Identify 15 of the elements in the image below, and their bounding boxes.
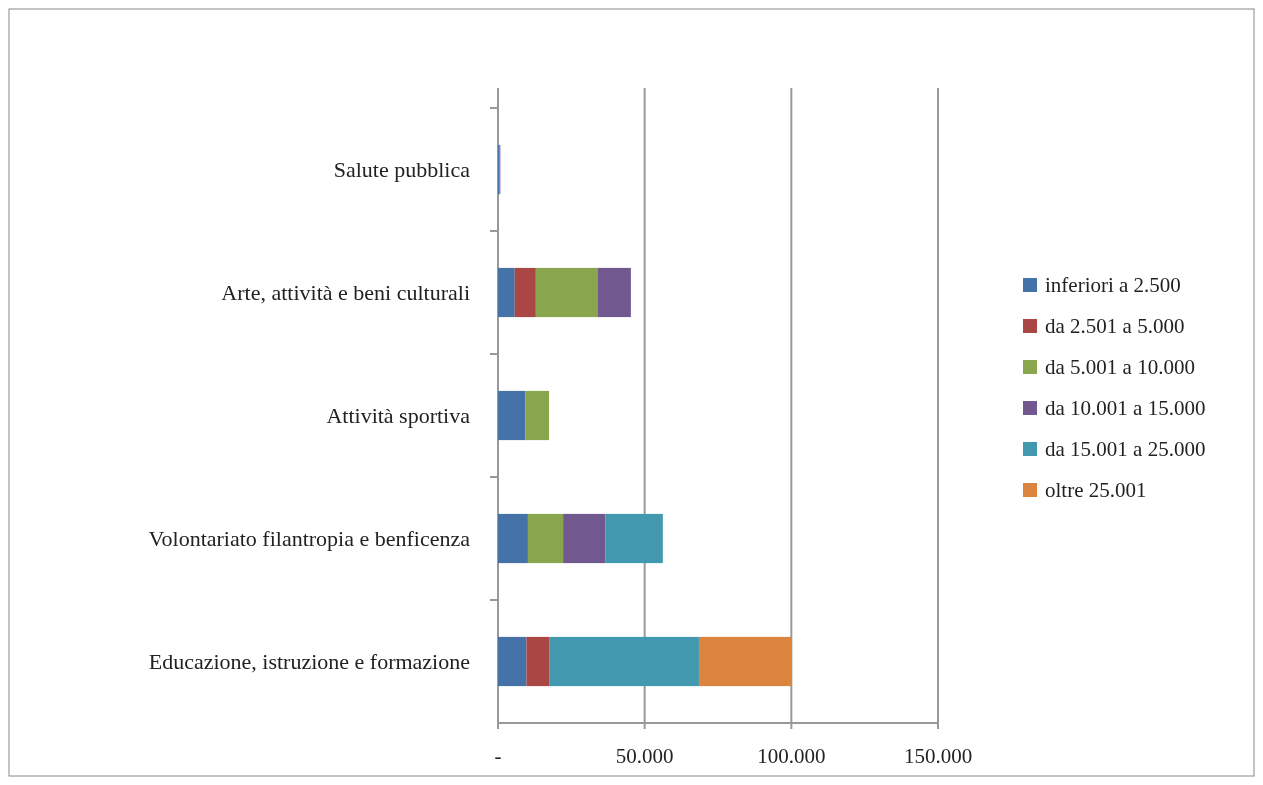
legend-label: da 5.001 a 10.000: [1045, 355, 1195, 380]
x-tick-label: 50.000: [615, 744, 674, 768]
y-tick-label: Attività sportiva: [326, 403, 471, 429]
legend-label: da 10.001 a 15.000: [1045, 396, 1206, 421]
legend-label: inferiori a 2.500: [1045, 273, 1181, 298]
legend-label: oltre 25.001: [1045, 478, 1147, 503]
x-tick-label: 100.000: [757, 744, 826, 768]
y-tick-label: Arte, attività e beni culturali: [221, 280, 470, 306]
y-tick-label: Salute pubblica: [333, 157, 471, 183]
y-tick-label: Volontariato filantropia e benficenza: [148, 526, 471, 552]
legend-label: da 2.501 a 5.000: [1045, 314, 1185, 339]
x-tick-label: -: [494, 744, 502, 768]
legend-label: da 15.001 a 25.000: [1045, 437, 1206, 462]
y-tick-label: Educazione, istruzione e formazione: [148, 649, 470, 675]
x-tick-label: 150.000: [903, 744, 973, 768]
